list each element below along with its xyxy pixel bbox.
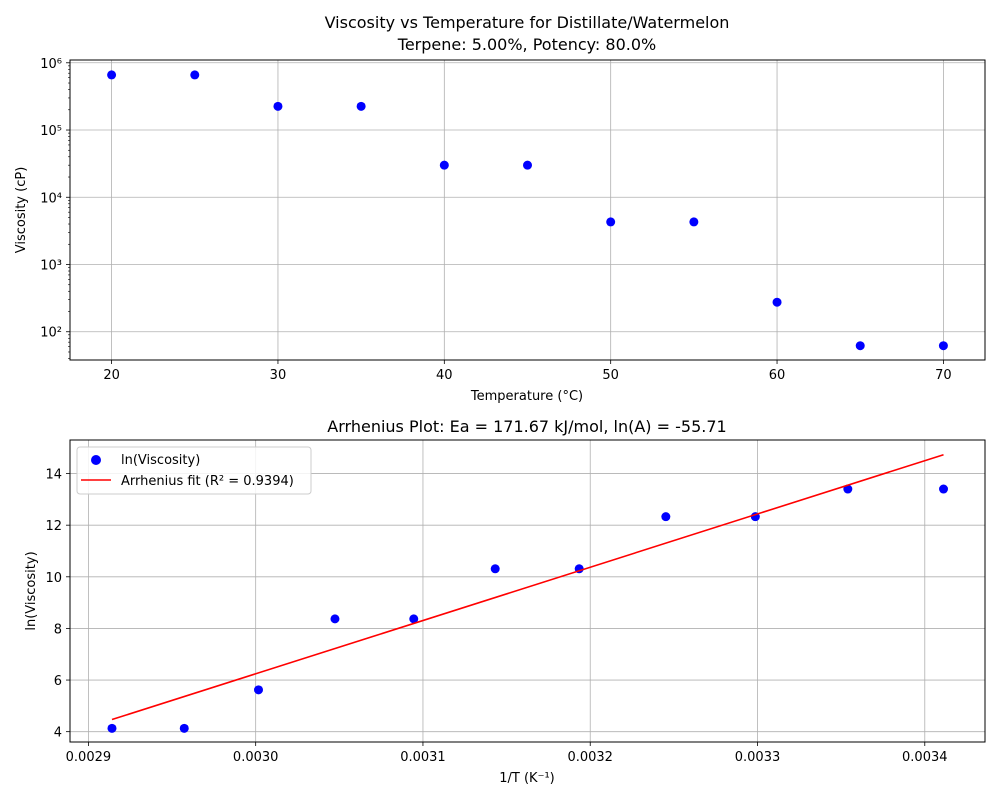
legend-label-fit: Arrhenius fit (R² = 0.9394) <box>121 474 294 489</box>
bottom-chart-xlabel: 1/T (K⁻¹) <box>499 771 554 786</box>
bottom-chart-title: Arrhenius Plot: Ea = 171.67 kJ/mol, ln(A… <box>327 417 726 436</box>
top-x-tick-label: 40 <box>436 368 453 383</box>
top-x-tick-label: 70 <box>935 368 952 383</box>
top-data-point <box>523 160 532 170</box>
bottom-chart-plot-frame <box>69 439 986 743</box>
top-data-point <box>439 160 449 170</box>
bottom-chart-ticks: 0.0029 0.0030 0.0031 0.0032 0.0033 0.0034 4 6 8 1… <box>45 468 947 765</box>
top-y-tick-label: 10⁶ <box>40 57 62 72</box>
top-x-tick-label: 50 <box>602 368 619 383</box>
top-y-tick-label: 10⁵ <box>40 124 62 139</box>
top-chart-xlabel: Temperature (°C) <box>470 389 583 404</box>
bottom-y-tick-label: 12 <box>45 519 62 534</box>
bottom-y-tick-label: 8 <box>54 622 62 637</box>
bottom-data-point <box>939 484 949 494</box>
bottom-y-tick-label: 10 <box>45 571 62 586</box>
top-data-point <box>689 217 699 227</box>
top-y-tick-label: 10² <box>40 326 62 341</box>
arrhenius-fit-line <box>111 453 944 721</box>
top-y-tick-label: 10³ <box>40 259 62 274</box>
bottom-chart-marks <box>107 453 949 733</box>
top-chart-ylabel: Viscosity (cP) <box>14 167 29 254</box>
top-data-point <box>938 341 948 351</box>
bottom-x-tick-label: 0.0033 <box>735 750 781 765</box>
viscosity-temperature-chart: Viscosity vs Temperature for Distillate/… <box>14 13 986 404</box>
top-x-tick-label: 20 <box>103 368 120 383</box>
top-chart-points <box>107 70 948 351</box>
top-data-point <box>190 70 200 80</box>
top-data-point <box>273 101 283 111</box>
legend-box <box>76 446 312 495</box>
bottom-data-point <box>330 614 340 624</box>
top-data-point <box>855 341 865 351</box>
legend-marker-points <box>91 455 101 465</box>
legend-label-points: ln(Viscosity) <box>121 453 200 468</box>
top-data-point <box>356 101 366 111</box>
top-chart-subtitle: Terpene: 5.00%, Potency: 80.0% <box>397 35 656 54</box>
arrhenius-chart: Arrhenius Plot: Ea = 171.67 kJ/mol, ln(A… <box>24 417 986 786</box>
bottom-data-point <box>409 614 419 624</box>
bottom-y-tick-label: 14 <box>45 468 62 483</box>
top-y-tick-label: 10⁴ <box>40 191 62 206</box>
bottom-data-point <box>661 512 671 522</box>
top-x-tick-label: 60 <box>769 368 786 383</box>
top-data-point <box>772 297 782 307</box>
bottom-x-tick-label: 0.0034 <box>902 750 948 765</box>
top-chart-grid <box>70 60 985 360</box>
top-chart-ticks: 20 30 40 50 60 70 10² 10³ 10⁴ 10⁵ 10⁶ <box>40 57 951 383</box>
bottom-data-point <box>490 564 500 574</box>
bottom-y-tick-label: 4 <box>54 726 62 741</box>
bottom-x-tick-label: 0.0029 <box>66 750 112 765</box>
bottom-chart-ylabel: ln(Viscosity) <box>24 551 39 630</box>
legend: ln(Viscosity) Arrhenius fit (R² = 0.9394… <box>76 446 312 495</box>
top-chart-plot-frame <box>69 59 986 361</box>
bottom-x-tick-label: 0.0031 <box>400 750 446 765</box>
bottom-y-tick-label: 6 <box>54 674 62 689</box>
top-data-point <box>107 70 117 80</box>
bottom-data-point <box>843 484 853 494</box>
bottom-x-tick-label: 0.0032 <box>567 750 613 765</box>
bottom-data-point <box>254 685 264 695</box>
bottom-data-point <box>107 723 117 733</box>
top-chart-title: Viscosity vs Temperature for Distillate/… <box>325 13 730 32</box>
bottom-x-tick-label: 0.0030 <box>233 750 279 765</box>
top-x-tick-label: 30 <box>270 368 287 383</box>
bottom-data-point <box>179 723 189 733</box>
top-data-point <box>606 217 616 227</box>
